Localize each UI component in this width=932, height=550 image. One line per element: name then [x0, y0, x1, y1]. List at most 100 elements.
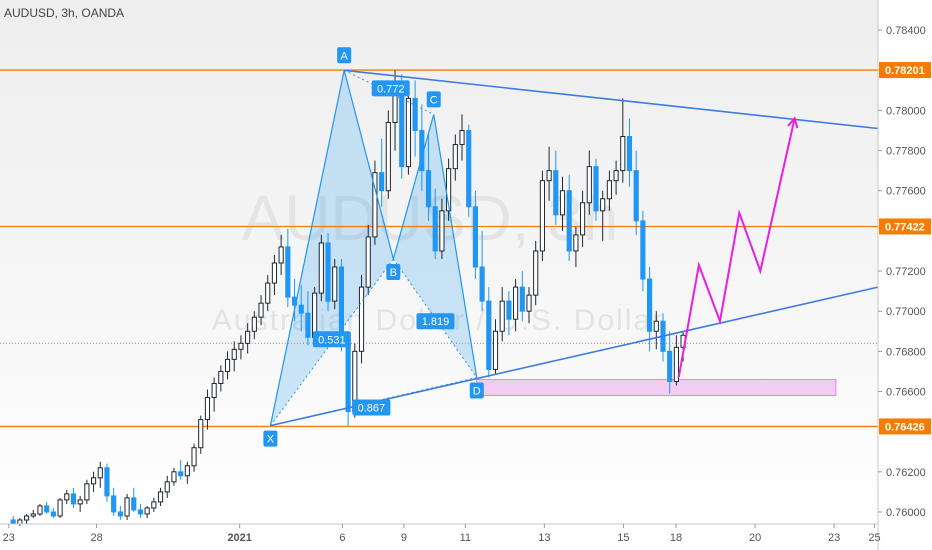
candle-body — [23, 515, 30, 521]
candle-body — [137, 509, 144, 515]
candle-body — [606, 180, 612, 200]
point-label-c: C — [430, 94, 438, 106]
ratio-label-box — [371, 80, 410, 97]
point-label-d-box — [469, 382, 484, 399]
point-label-x: X — [267, 434, 275, 446]
candle-body — [238, 342, 244, 350]
price-tick-label: 0.76000 — [886, 507, 926, 519]
projection-path — [677, 118, 796, 378]
price-tick-label: 0.77600 — [886, 186, 926, 198]
candle-body — [278, 246, 284, 264]
candle-body — [70, 493, 77, 505]
candle-body — [553, 170, 559, 216]
candle-body — [298, 304, 304, 314]
candle-body — [486, 300, 492, 370]
candle-body — [673, 346, 679, 382]
candle-body — [586, 166, 592, 204]
level-price-label: 0.76426 — [885, 421, 925, 433]
candle-body — [412, 97, 418, 131]
candle-body — [593, 166, 599, 212]
candle-body — [466, 129, 472, 208]
price-tick-label: 0.77800 — [886, 146, 926, 158]
pattern-ratio-line — [392, 258, 478, 378]
point-label-x-box — [263, 430, 278, 447]
candle-body — [405, 97, 411, 168]
candle-body — [245, 330, 251, 344]
candle-body — [345, 342, 351, 413]
candle-body — [178, 471, 184, 477]
candle-body — [218, 370, 224, 384]
candle-body — [10, 519, 16, 525]
candle-body — [432, 206, 438, 252]
level-price-badge — [879, 418, 931, 435]
candle-body — [305, 312, 311, 338]
candle-body — [332, 266, 338, 302]
pattern-ratio-line — [343, 69, 434, 115]
candle-body — [559, 190, 566, 216]
candle-body — [312, 292, 318, 338]
candle-body — [667, 350, 673, 382]
candle-body — [265, 282, 271, 304]
candle-body — [399, 85, 405, 168]
point-label-a-box — [337, 47, 352, 64]
candle-body — [44, 505, 50, 513]
price-tick-label: 0.76800 — [886, 346, 926, 358]
candle-body — [111, 495, 117, 513]
candle-body — [365, 236, 371, 288]
time-tick-label: 23 — [828, 532, 840, 544]
candle-body — [492, 330, 499, 370]
ratio-label: 1.819 — [422, 316, 450, 328]
candle-body — [64, 493, 70, 501]
candle-body — [258, 302, 264, 318]
symbol-title: AUDUSD, 3h, OANDA — [4, 6, 125, 20]
pattern-triangle-xab — [270, 70, 394, 426]
price-tick-label: 0.77200 — [886, 266, 926, 278]
level-price-label: 0.77422 — [885, 221, 925, 233]
candle-body — [77, 499, 83, 505]
ratio-label-box — [416, 313, 455, 330]
candle-body — [144, 507, 150, 515]
candle-body — [30, 513, 36, 517]
candle-body — [211, 382, 217, 399]
candle-body — [84, 483, 90, 501]
candle-body — [600, 198, 606, 212]
candle-body — [157, 491, 164, 503]
price-tick-label: 0.77000 — [886, 306, 926, 318]
price-tick-label: 0.78000 — [886, 105, 926, 117]
candle-body — [198, 419, 204, 449]
candle-body — [640, 220, 646, 280]
candle-body — [372, 172, 378, 238]
demand-zone — [476, 378, 837, 397]
ratio-label-box — [312, 331, 351, 348]
candle-body — [251, 316, 257, 332]
candle-body — [271, 262, 278, 284]
candle-body — [164, 481, 170, 493]
candle-body — [285, 246, 291, 298]
price-axis-panel — [878, 0, 932, 550]
point-label-a: A — [341, 50, 349, 62]
time-tick-label: 18 — [670, 532, 682, 544]
candle-body — [506, 300, 512, 320]
level-price-label: 0.78201 — [885, 65, 925, 77]
candle-body — [626, 136, 633, 172]
candle-body — [224, 358, 231, 372]
candle-body — [171, 471, 177, 483]
candle-body — [97, 467, 103, 479]
candle-body — [231, 348, 237, 360]
candle-body — [519, 286, 525, 312]
candle-body — [647, 278, 653, 332]
candle-body — [104, 467, 110, 497]
candle-body — [318, 242, 324, 294]
price-tick-label: 0.76600 — [886, 386, 926, 398]
level-price-badge — [879, 62, 931, 79]
ratio-label: 0.867 — [358, 403, 386, 415]
candle-body — [620, 136, 626, 172]
time-tick-label: 6 — [339, 532, 345, 544]
candle-body — [191, 447, 197, 467]
projection-arrowhead — [787, 116, 799, 129]
candle-body — [479, 266, 485, 302]
candle-body — [204, 397, 211, 421]
candle-body — [546, 170, 552, 182]
